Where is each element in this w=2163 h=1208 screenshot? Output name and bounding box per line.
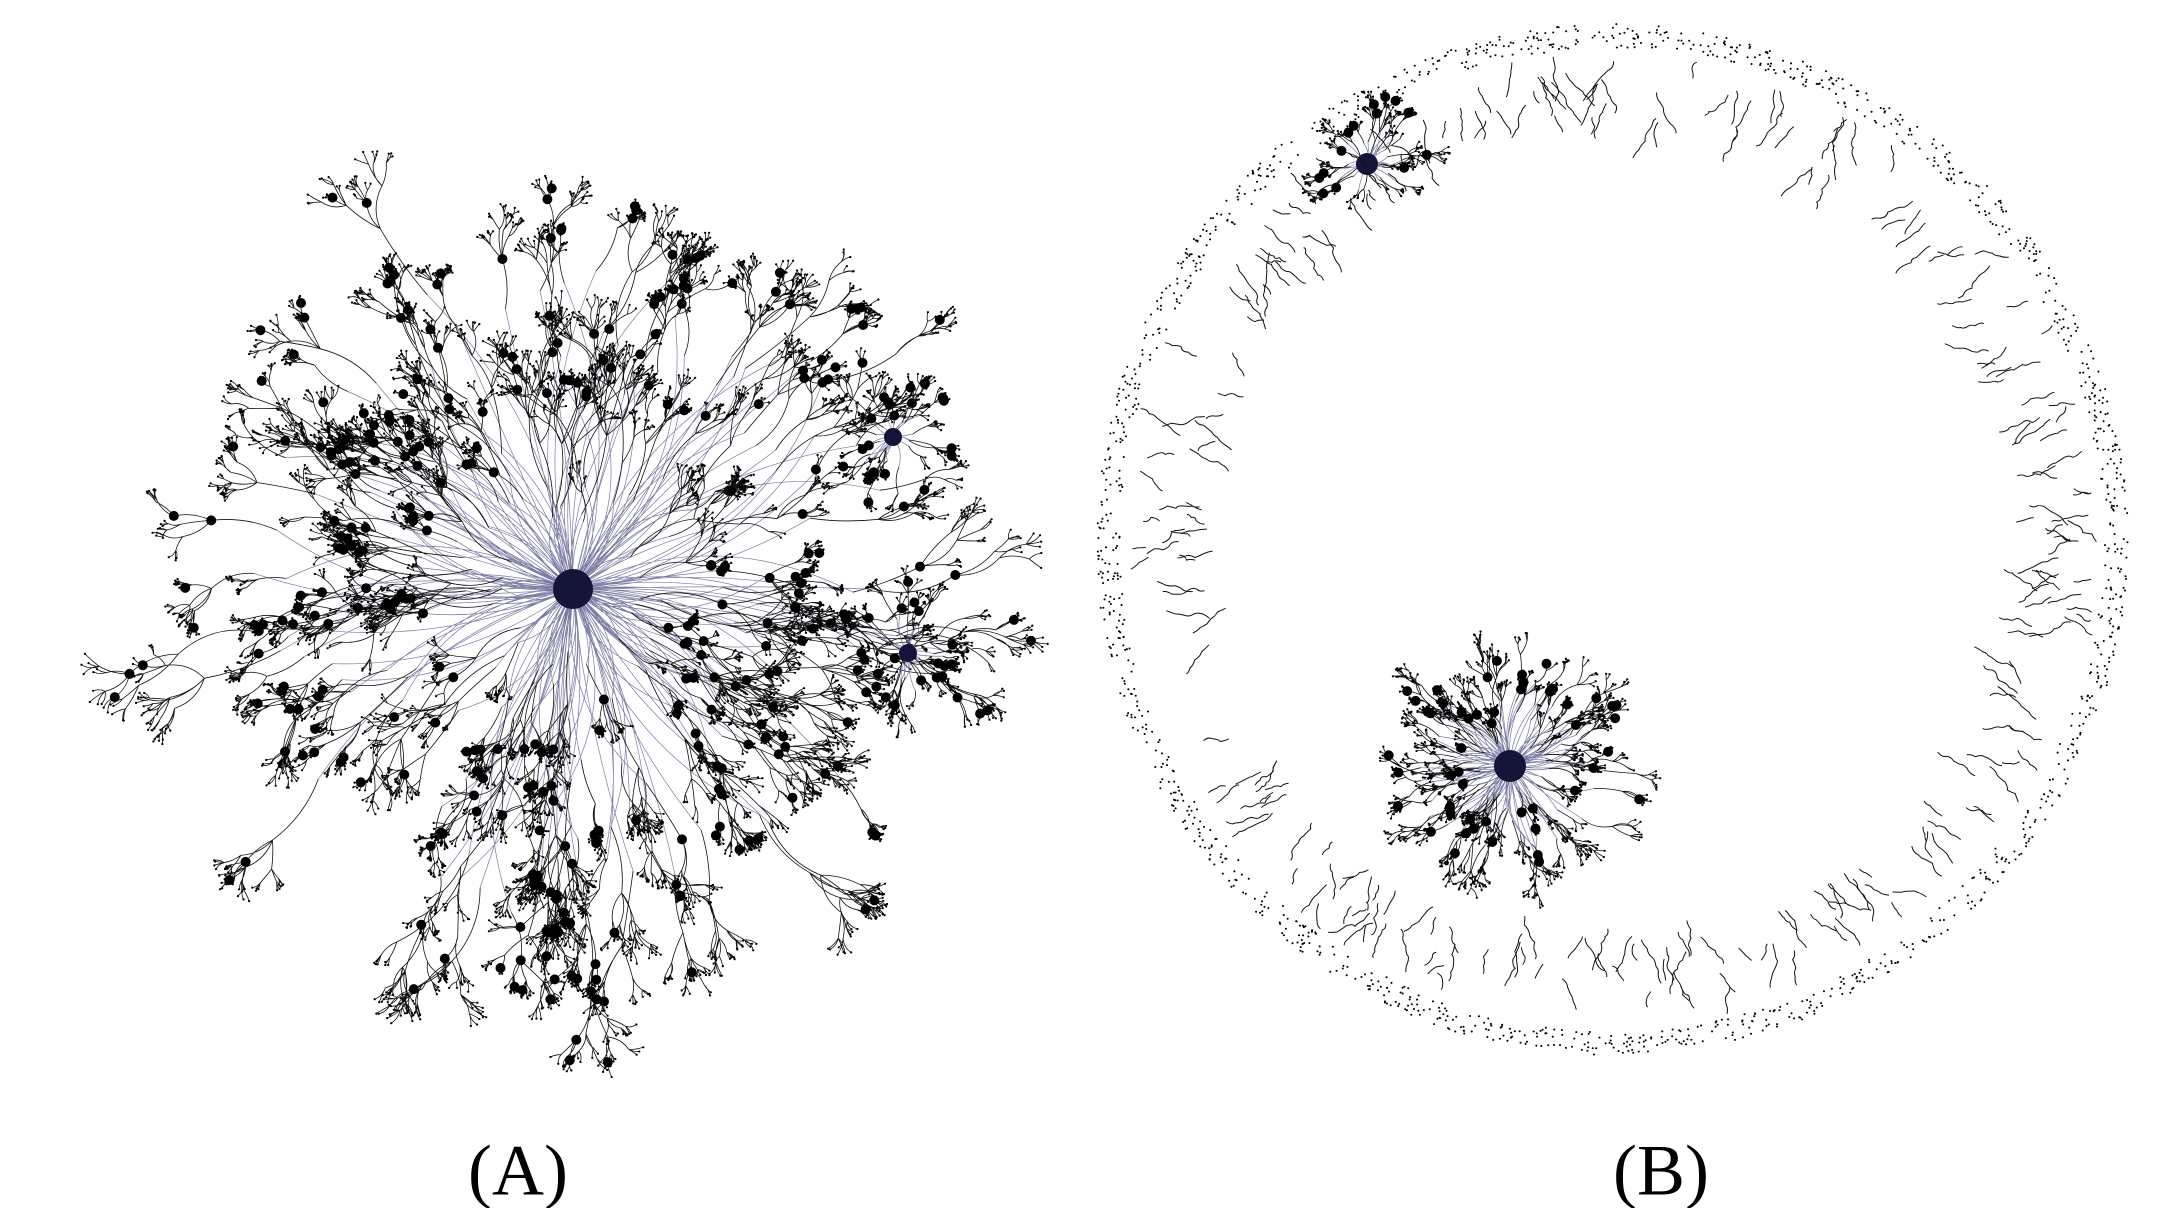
panel-label: (B) xyxy=(1613,1131,1709,1208)
ring-nodes xyxy=(1098,24,2128,1054)
hub xyxy=(1494,750,1526,782)
network-b xyxy=(1098,24,2128,1054)
hub xyxy=(553,569,593,609)
hub xyxy=(884,428,902,446)
panel-label: (A) xyxy=(468,1131,568,1208)
network-a xyxy=(81,151,1047,1077)
hub xyxy=(1356,153,1378,175)
hub xyxy=(899,644,917,662)
ring-guide xyxy=(1142,70,2082,1010)
page: {"panels": [{"label": "(A)"}, {"label": … xyxy=(0,0,2163,1208)
cluster-nodes xyxy=(1314,92,1432,198)
ring-tendrils xyxy=(1131,57,2097,1014)
figure: (A) (B) xyxy=(0,0,2163,1208)
